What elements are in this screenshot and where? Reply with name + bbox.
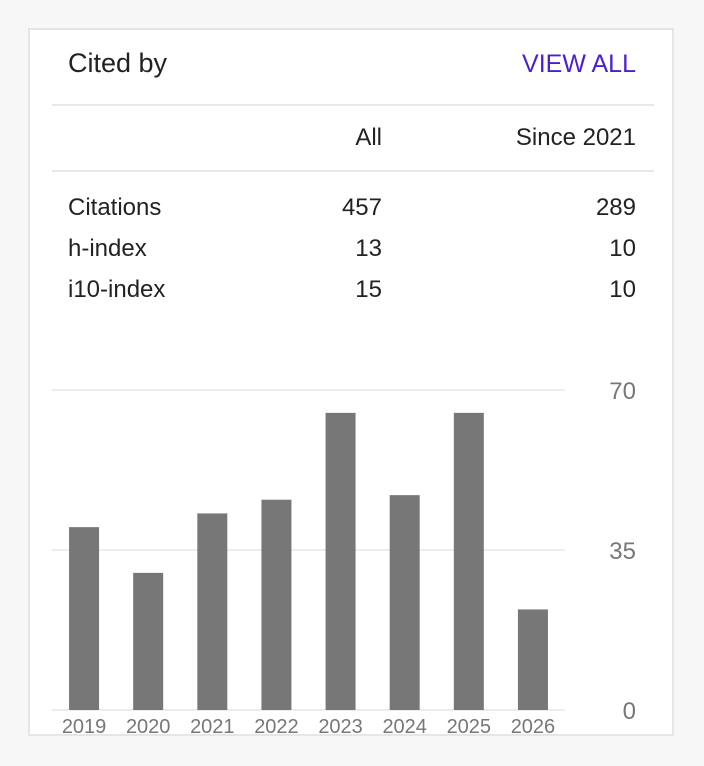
- row-label-i10-index: i10-index: [68, 276, 166, 303]
- i10-index-since-value: 10: [609, 276, 636, 303]
- cited-by-card: Cited by VIEW ALL All Since 2021 Citatio…: [28, 28, 674, 738]
- column-header-since: Since 2021: [515, 124, 636, 151]
- i10-index-all-value: 15: [355, 276, 382, 303]
- x-tick-label: 2026: [511, 716, 556, 738]
- bar: [197, 513, 228, 710]
- x-tick-label: 2020: [126, 716, 171, 738]
- bar: [517, 609, 548, 710]
- h-index-all-value: 13: [355, 235, 382, 262]
- citations-since-value: 289: [595, 194, 636, 221]
- y-tick-label: 35: [609, 538, 636, 565]
- column-header-all: All: [355, 124, 382, 151]
- x-tick-label: 2022: [254, 716, 299, 738]
- bar: [133, 572, 164, 710]
- x-tick-label: 2025: [447, 716, 492, 738]
- citations-all-value: 457: [341, 194, 382, 221]
- bar: [325, 412, 356, 710]
- bar: [69, 527, 100, 710]
- header-divider: [52, 104, 654, 106]
- y-tick-label: 70: [609, 378, 636, 405]
- x-tick-label: 2024: [382, 716, 427, 738]
- bar: [261, 499, 292, 710]
- x-tick-label: 2021: [190, 716, 235, 738]
- row-label-h-index: h-index: [68, 235, 147, 262]
- card-title: Cited by: [68, 48, 168, 78]
- table-divider: [52, 170, 654, 172]
- x-tick-label: 2023: [318, 716, 363, 738]
- row-label-citations: Citations: [68, 194, 162, 221]
- view-all-link[interactable]: VIEW ALL: [522, 50, 636, 78]
- h-index-since-value: 10: [609, 235, 636, 262]
- bar: [389, 495, 420, 710]
- citations-bar-chart: 0 35 70 2019 2020 2021 2022 2023 2024 2025 2026: [52, 378, 636, 738]
- y-tick-label: 0: [623, 698, 636, 725]
- x-tick-label: 2019: [62, 716, 107, 738]
- bar: [453, 412, 484, 710]
